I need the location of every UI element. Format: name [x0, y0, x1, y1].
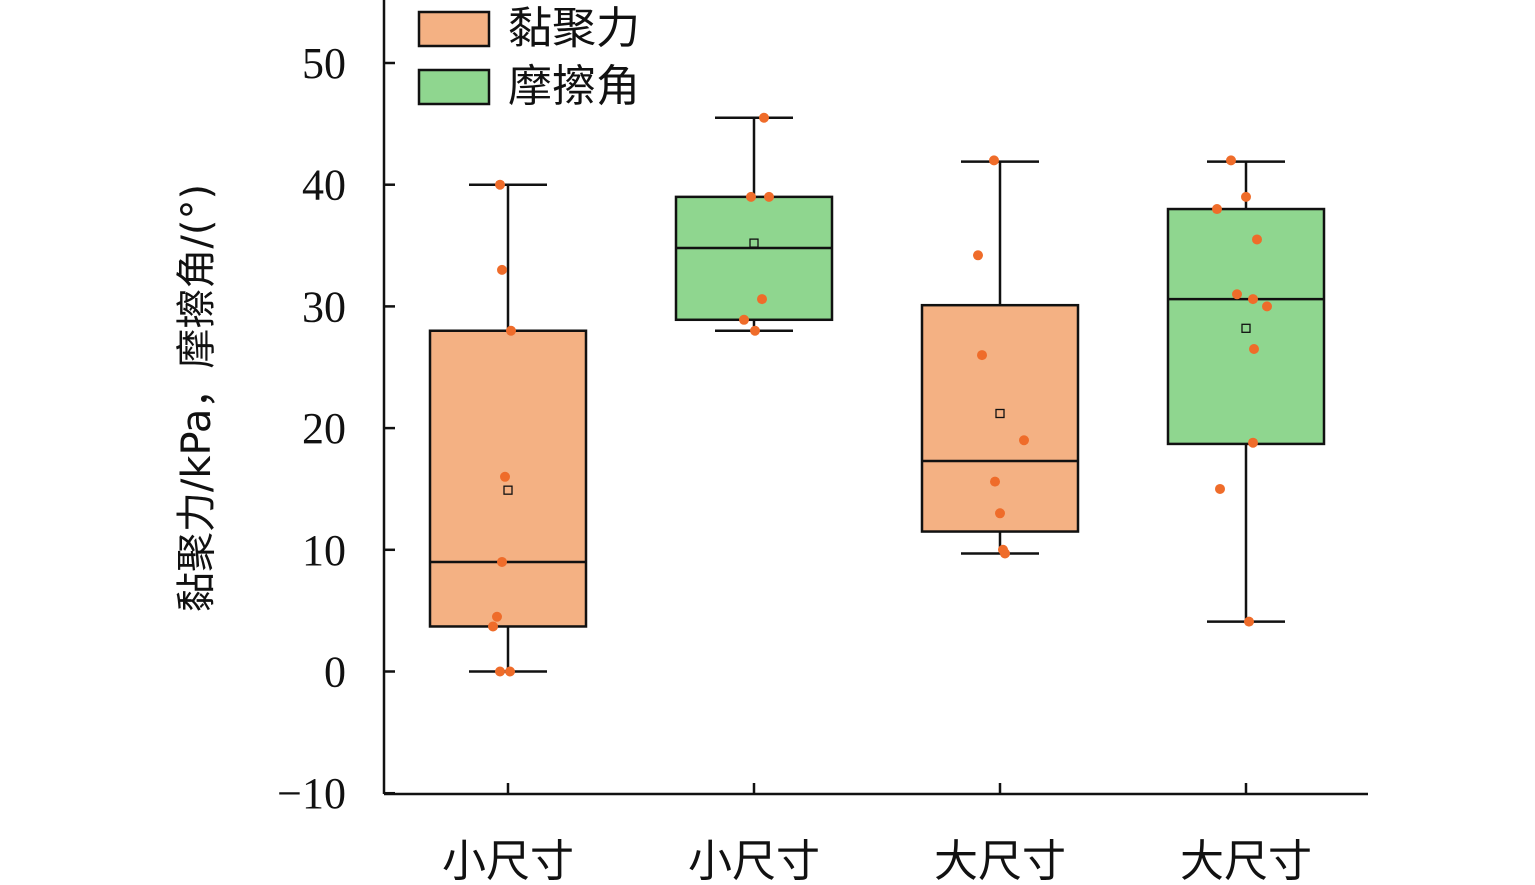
data-point: [1249, 343, 1259, 354]
mean-marker: [995, 408, 1005, 419]
data-point: [1244, 616, 1254, 627]
legend-label: 摩擦角: [508, 61, 640, 112]
data-point: [1019, 435, 1029, 446]
legend-swatch: [417, 10, 491, 48]
y-tick-label: 0: [324, 648, 346, 697]
box-group: [920, 155, 1080, 559]
box-iqr: [674, 195, 834, 322]
data-point: [1248, 437, 1258, 448]
y-tick-label: 50: [302, 39, 346, 88]
y-tick-label: 40: [302, 161, 346, 210]
box-group: [428, 179, 588, 677]
legend-item: 黏聚力: [417, 3, 640, 54]
mean-marker: [503, 485, 513, 495]
x-tick-label: 大尺寸: [1180, 836, 1312, 885]
data-point: [1226, 155, 1236, 166]
data-point: [1215, 483, 1225, 494]
data-point: [1241, 191, 1251, 202]
data-point: [505, 666, 515, 677]
data-point: [759, 112, 769, 123]
data-point: [1212, 204, 1222, 215]
data-point: [764, 191, 774, 202]
data-point: [506, 325, 516, 336]
y-tick-label: 10: [302, 526, 346, 575]
data-point: [497, 556, 507, 567]
boxes: [428, 112, 1326, 677]
data-point: [1252, 234, 1262, 245]
box-group: [674, 112, 834, 336]
data-point: [757, 294, 767, 305]
data-point: [746, 191, 756, 202]
data-point: [492, 611, 502, 622]
data-point: [1232, 289, 1242, 300]
y-tick-label: 30: [302, 282, 346, 331]
data-point: [739, 314, 749, 325]
data-point: [495, 179, 505, 190]
legend-label: 黏聚力: [508, 3, 640, 54]
box-iqr: [920, 303, 1080, 533]
x-tick-label: 小尺寸: [688, 836, 820, 885]
mean-marker: [749, 238, 759, 248]
box-iqr: [1166, 207, 1326, 446]
data-point: [977, 350, 987, 361]
box-group: [1166, 155, 1326, 627]
y-tick-label: 20: [302, 404, 346, 453]
data-point: [497, 264, 507, 275]
x-tick-label: 小尺寸: [442, 836, 574, 885]
data-point: [995, 508, 1005, 519]
axes: −10 0 10 20 30 40 50 小尺寸 小尺寸 大尺寸 大尺寸: [277, 0, 1368, 885]
data-point: [488, 621, 498, 632]
y-tick-label: −10: [277, 769, 346, 818]
data-point: [1248, 294, 1258, 305]
data-point: [989, 155, 999, 166]
legend-item: 摩擦角: [417, 61, 640, 112]
x-tick-label: 大尺寸: [934, 836, 1066, 885]
data-point: [1000, 548, 1010, 559]
data-point: [973, 250, 983, 261]
legend-swatch: [417, 68, 491, 106]
data-point: [500, 471, 510, 482]
mean-marker: [1241, 323, 1251, 333]
data-point: [1262, 301, 1272, 312]
data-point: [495, 666, 505, 677]
data-point: [990, 476, 1000, 487]
y-axis-title: 黏聚力/kPa，摩擦角/(°): [174, 184, 220, 612]
data-point: [750, 325, 760, 336]
